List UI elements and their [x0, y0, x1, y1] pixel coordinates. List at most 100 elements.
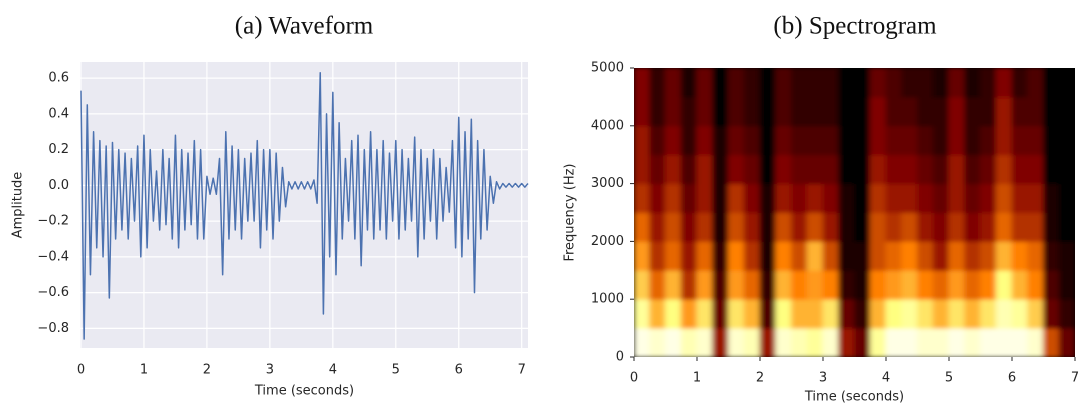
spectrogram-cell	[1058, 212, 1075, 242]
spectrogram-cell	[838, 240, 855, 271]
spectrogram-cell	[1027, 154, 1044, 185]
spectrogram-cell	[854, 298, 871, 329]
spectrogram-cell	[806, 125, 824, 156]
spectrogram-cell	[649, 183, 666, 213]
y-tick-label: 0.4	[48, 106, 69, 121]
spectrogram-cell	[806, 96, 824, 127]
spectrogram-cell	[869, 96, 887, 127]
spectrogram-cell	[791, 212, 808, 242]
spectrogram-cell	[932, 125, 950, 156]
spectrogram-cell	[791, 240, 808, 271]
y-axis-label: Amplitude	[11, 172, 26, 239]
y-tick-label: 0.0	[48, 178, 69, 193]
spectrogram-cell	[885, 125, 903, 156]
spectrogram-cells	[634, 68, 1075, 357]
spectrogram-cell	[680, 96, 698, 127]
spectrogram-cell	[995, 183, 1013, 213]
spectrogram-cell	[759, 183, 777, 213]
spectrogram-cell	[948, 269, 966, 300]
spectrogram-cell	[791, 327, 808, 357]
spectrogram-cell	[1043, 96, 1060, 127]
spectrogram-cell	[728, 269, 745, 300]
spectrogram-cell	[995, 327, 1013, 357]
spectrogram-cell	[1011, 68, 1029, 98]
spectrogram-cell	[901, 212, 918, 242]
spectrogram-cell	[806, 154, 824, 185]
spectrogram-cell	[822, 183, 840, 213]
spectrogram-cell	[634, 125, 651, 156]
spectrogram-cell	[1058, 154, 1075, 185]
spectrogram-cell	[775, 125, 792, 156]
x-tick-label: 1	[140, 363, 148, 378]
spectrogram-cell	[759, 96, 777, 127]
spectrogram-cell	[1043, 298, 1060, 329]
spectrogram-cell	[712, 327, 729, 357]
spectrogram-cell	[806, 212, 824, 242]
x-tick-label: 4	[882, 371, 890, 386]
x-tick-label: 3	[819, 371, 827, 386]
spectrogram-cell	[964, 183, 981, 213]
spectrogram-cell	[743, 327, 761, 357]
spectrogram-cell	[838, 212, 855, 242]
spectrogram-cell	[885, 183, 903, 213]
spectrogram-cell	[775, 68, 792, 98]
spectrogram-cell	[1058, 269, 1075, 300]
spectrogram-cell	[995, 269, 1013, 300]
spectrogram-cell	[696, 96, 714, 127]
spectrogram-cell	[854, 125, 871, 156]
spectrogram-cell	[980, 269, 997, 300]
spectrogram-cell	[838, 327, 855, 357]
spectrogram-cell	[728, 183, 745, 213]
spectrogram-cell	[712, 183, 729, 213]
spectrogram-cell	[885, 96, 903, 127]
spectrogram-cell	[712, 96, 729, 127]
spectrogram-cell	[964, 240, 981, 271]
spectrogram-cell	[995, 240, 1013, 271]
spectrogram-cell	[1027, 212, 1044, 242]
spectrogram-cell	[1027, 183, 1044, 213]
spectrogram-cell	[885, 240, 903, 271]
spectrogram-cell	[743, 212, 761, 242]
y-tick-label: −0.8	[37, 321, 69, 336]
spectrogram-cell	[822, 327, 840, 357]
spectrogram-cell	[822, 125, 840, 156]
spectrogram-cell	[822, 68, 840, 98]
spectrogram-cell	[964, 298, 981, 329]
spectrogram-cell	[791, 269, 808, 300]
spectrogram-cell	[1027, 240, 1044, 271]
spectrogram-cell	[649, 327, 666, 357]
spectrogram-cell	[665, 68, 682, 98]
y-tick-label: 0	[616, 350, 624, 365]
chart-title: (b) Spectrogram	[773, 13, 937, 40]
spectrogram-cell	[948, 96, 966, 127]
spectrogram-cell	[791, 154, 808, 185]
spectrogram-cell	[728, 212, 745, 242]
spectrogram-cell	[948, 154, 966, 185]
spectrogram-cell	[775, 96, 792, 127]
spectrogram-cell	[806, 68, 824, 98]
spectrogram-cell	[806, 298, 824, 329]
spectrogram-cell	[964, 212, 981, 242]
y-tick-label: 5000	[591, 61, 624, 76]
spectrogram-cell	[948, 298, 966, 329]
y-tick-label: 0.6	[48, 71, 69, 86]
x-tick-label: 2	[756, 371, 764, 386]
y-tick-label: 3000	[591, 176, 624, 191]
spectrogram-cell	[1027, 327, 1044, 357]
spectrogram-cell	[791, 298, 808, 329]
x-tick-label: 1	[693, 371, 701, 386]
spectrogram-cell	[885, 212, 903, 242]
spectrogram-cell	[980, 183, 997, 213]
spectrogram-cell	[728, 154, 745, 185]
spectrogram-cell	[649, 269, 666, 300]
spectrogram-cell	[917, 327, 934, 357]
spectrogram-cell	[634, 183, 651, 213]
spectrogram-cell	[838, 154, 855, 185]
spectrogram-cell	[838, 68, 855, 98]
x-tick-label: 2	[203, 363, 211, 378]
spectrogram-cell	[634, 154, 651, 185]
spectrogram-cell	[932, 68, 950, 98]
spectrogram-cell	[696, 125, 714, 156]
spectrogram-cell	[712, 125, 729, 156]
spectrogram-cell	[665, 212, 682, 242]
